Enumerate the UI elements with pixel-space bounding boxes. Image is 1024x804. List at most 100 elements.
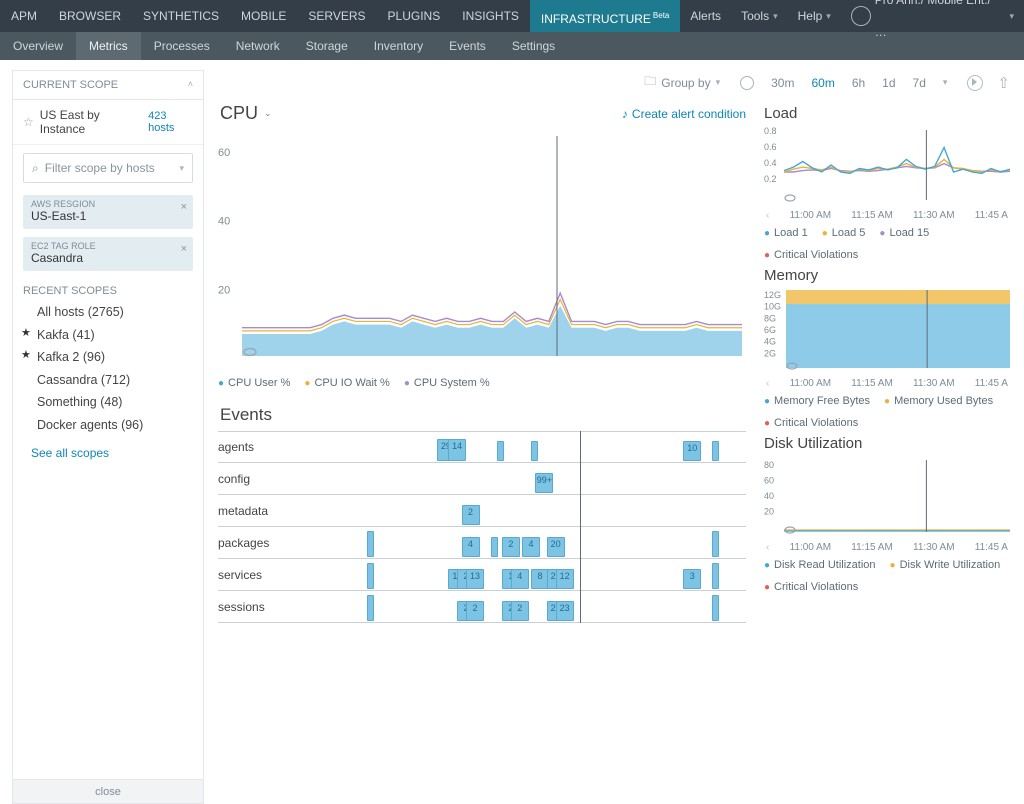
nav-plugins[interactable]: PLUGINS <box>377 0 452 32</box>
scope-list-item[interactable]: Cassandra (712) <box>37 369 193 392</box>
time-range-picker: 30m 60m 6h 1d 7d ▾ <box>734 76 953 90</box>
event-block[interactable]: 14 <box>448 439 466 461</box>
event-block[interactable]: 4 <box>511 569 529 589</box>
svg-text:40: 40 <box>764 491 774 501</box>
event-block[interactable] <box>367 563 374 589</box>
svg-text:40: 40 <box>218 216 230 228</box>
host-count-link[interactable]: 423 hosts <box>148 110 193 134</box>
event-block[interactable] <box>367 531 374 557</box>
event-block[interactable] <box>491 537 498 557</box>
see-all-scopes-link[interactable]: See all scopes <box>13 442 203 470</box>
event-row-label: agents <box>218 440 298 454</box>
scope-list-item[interactable]: Docker agents (96) <box>37 414 193 437</box>
event-row-label: services <box>218 568 298 582</box>
chevron-up-icon: ˄ <box>188 79 193 91</box>
create-alert-link[interactable]: ♪ Create alert condition <box>622 107 746 121</box>
event-block[interactable] <box>531 441 538 461</box>
subnav-events[interactable]: Events <box>436 32 499 60</box>
event-block[interactable]: 12 <box>556 569 574 589</box>
share-icon[interactable]: ⇧ <box>997 74 1010 92</box>
filter-chip-region: AWS RESGION US-East-1 × <box>23 195 193 229</box>
subnav-overview[interactable]: Overview <box>0 32 76 60</box>
svg-text:2G: 2G <box>764 348 776 358</box>
cpu-panel-title[interactable]: CPU ⌄ <box>220 103 272 124</box>
svg-text:0.8: 0.8 <box>764 126 777 136</box>
event-block[interactable]: 13 <box>466 569 484 589</box>
subnav-network[interactable]: Network <box>223 32 293 60</box>
subnav-metrics[interactable]: Metrics <box>76 32 141 60</box>
nav-help[interactable]: Help▾ <box>788 0 841 32</box>
time-7d[interactable]: 7d <box>913 76 926 90</box>
subnav-storage[interactable]: Storage <box>293 32 361 60</box>
event-block[interactable]: 2 <box>502 537 520 557</box>
sidebar-close-button[interactable]: close <box>13 779 203 803</box>
filter-input[interactable]: ⌕ Filter scope by hosts ▾ <box>23 153 193 183</box>
event-block[interactable]: 4 <box>462 537 480 557</box>
event-block[interactable] <box>497 441 504 461</box>
event-block[interactable]: 4 <box>522 537 540 557</box>
bell-icon: ♪ <box>622 107 628 121</box>
nav-account[interactable]: Pro Ann./ Mobile Ent./ … ▾ <box>841 0 1024 32</box>
nav-insights[interactable]: INSIGHTS <box>451 0 530 32</box>
event-block[interactable]: 23 <box>556 601 574 621</box>
subnav-inventory[interactable]: Inventory <box>361 32 436 60</box>
time-60m[interactable]: 60m <box>811 76 834 90</box>
svg-text:20: 20 <box>218 284 230 296</box>
group-by-button[interactable]: 🗀 Group by ▾ <box>644 72 720 93</box>
event-block[interactable]: 10 <box>683 441 701 461</box>
event-block[interactable]: 2 <box>466 601 484 621</box>
svg-text:8G: 8G <box>764 313 776 323</box>
memory-chart[interactable]: 12G10G8G6G4G2G <box>764 288 1010 375</box>
events-panel-title: Events <box>220 405 746 425</box>
sidebar: CURRENT SCOPE ˄ ☆ US East by Instance 42… <box>12 70 204 804</box>
nav-servers[interactable]: SERVERS <box>297 0 376 32</box>
memory-xaxis: ‹ 11:00 AM 11:15 AM 11:30 AM 11:45 A <box>764 378 1010 389</box>
scope-list-item[interactable]: Kafka 2 (96) <box>37 346 193 369</box>
event-block[interactable]: 3 <box>683 569 701 589</box>
nav-infrastructure-label: INFRASTRUCTURE <box>541 12 651 26</box>
nav-synthetics[interactable]: SYNTHETICS <box>132 0 230 32</box>
scope-list-item[interactable]: Kakfa (41) <box>37 324 193 347</box>
subnav-processes[interactable]: Processes <box>141 32 223 60</box>
scope-list-item[interactable]: All hosts (2765) <box>37 301 193 324</box>
subnav-settings[interactable]: Settings <box>499 32 568 60</box>
event-block[interactable] <box>712 563 719 589</box>
event-block[interactable]: 2 <box>511 601 529 621</box>
load-chart[interactable]: 0.80.60.40.2 <box>764 126 1010 207</box>
close-icon[interactable]: × <box>181 201 187 213</box>
event-block[interactable] <box>712 531 719 557</box>
cpu-chart[interactable]: 604020 <box>218 130 746 371</box>
nav-mobile[interactable]: MOBILE <box>230 0 297 32</box>
event-block[interactable] <box>367 595 374 621</box>
event-block[interactable] <box>712 441 719 461</box>
main-content: 🗀 Group by ▾ 30m 60m 6h 1d 7d ▾ ⇧ C <box>204 60 1024 804</box>
time-1d[interactable]: 1d <box>882 76 895 90</box>
load-legend: Load 1 Load 5 Load 15 Critical Violation… <box>764 227 1010 261</box>
nav-infrastructure[interactable]: INFRASTRUCTUREBeta <box>530 0 680 32</box>
nav-browser[interactable]: BROWSER <box>48 0 132 32</box>
event-block[interactable]: 99+ <box>535 473 553 493</box>
scope-list-item[interactable]: Something (48) <box>37 391 193 414</box>
sidebar-header[interactable]: CURRENT SCOPE ˄ <box>13 71 203 100</box>
play-icon[interactable] <box>967 75 983 91</box>
svg-text:10G: 10G <box>764 302 781 312</box>
memory-panel-title: Memory <box>764 267 1010 284</box>
chevron-down-icon[interactable]: ▾ <box>943 77 948 88</box>
time-6h[interactable]: 6h <box>852 76 865 90</box>
disk-chart[interactable]: 80604020 <box>764 456 1010 539</box>
time-30m[interactable]: 30m <box>771 76 794 90</box>
star-outline-icon[interactable]: ☆ <box>23 115 34 129</box>
event-track: 99+ <box>298 463 746 495</box>
svg-text:6G: 6G <box>764 325 776 335</box>
filter-chip-role: EC2 TAG ROLE Casandra × <box>23 237 193 271</box>
recent-scope-list: All hosts (2765)Kakfa (41)Kafka 2 (96)Ca… <box>13 301 203 442</box>
event-block[interactable]: 2 <box>462 505 480 525</box>
nav-tools[interactable]: Tools▾ <box>731 0 788 32</box>
avatar-icon <box>851 6 871 26</box>
nav-apm[interactable]: APM <box>0 0 48 32</box>
event-block[interactable]: 20 <box>547 537 565 557</box>
event-row-label: packages <box>218 536 298 550</box>
event-block[interactable] <box>712 595 719 621</box>
nav-alerts[interactable]: Alerts <box>680 0 731 32</box>
close-icon[interactable]: × <box>181 243 187 255</box>
